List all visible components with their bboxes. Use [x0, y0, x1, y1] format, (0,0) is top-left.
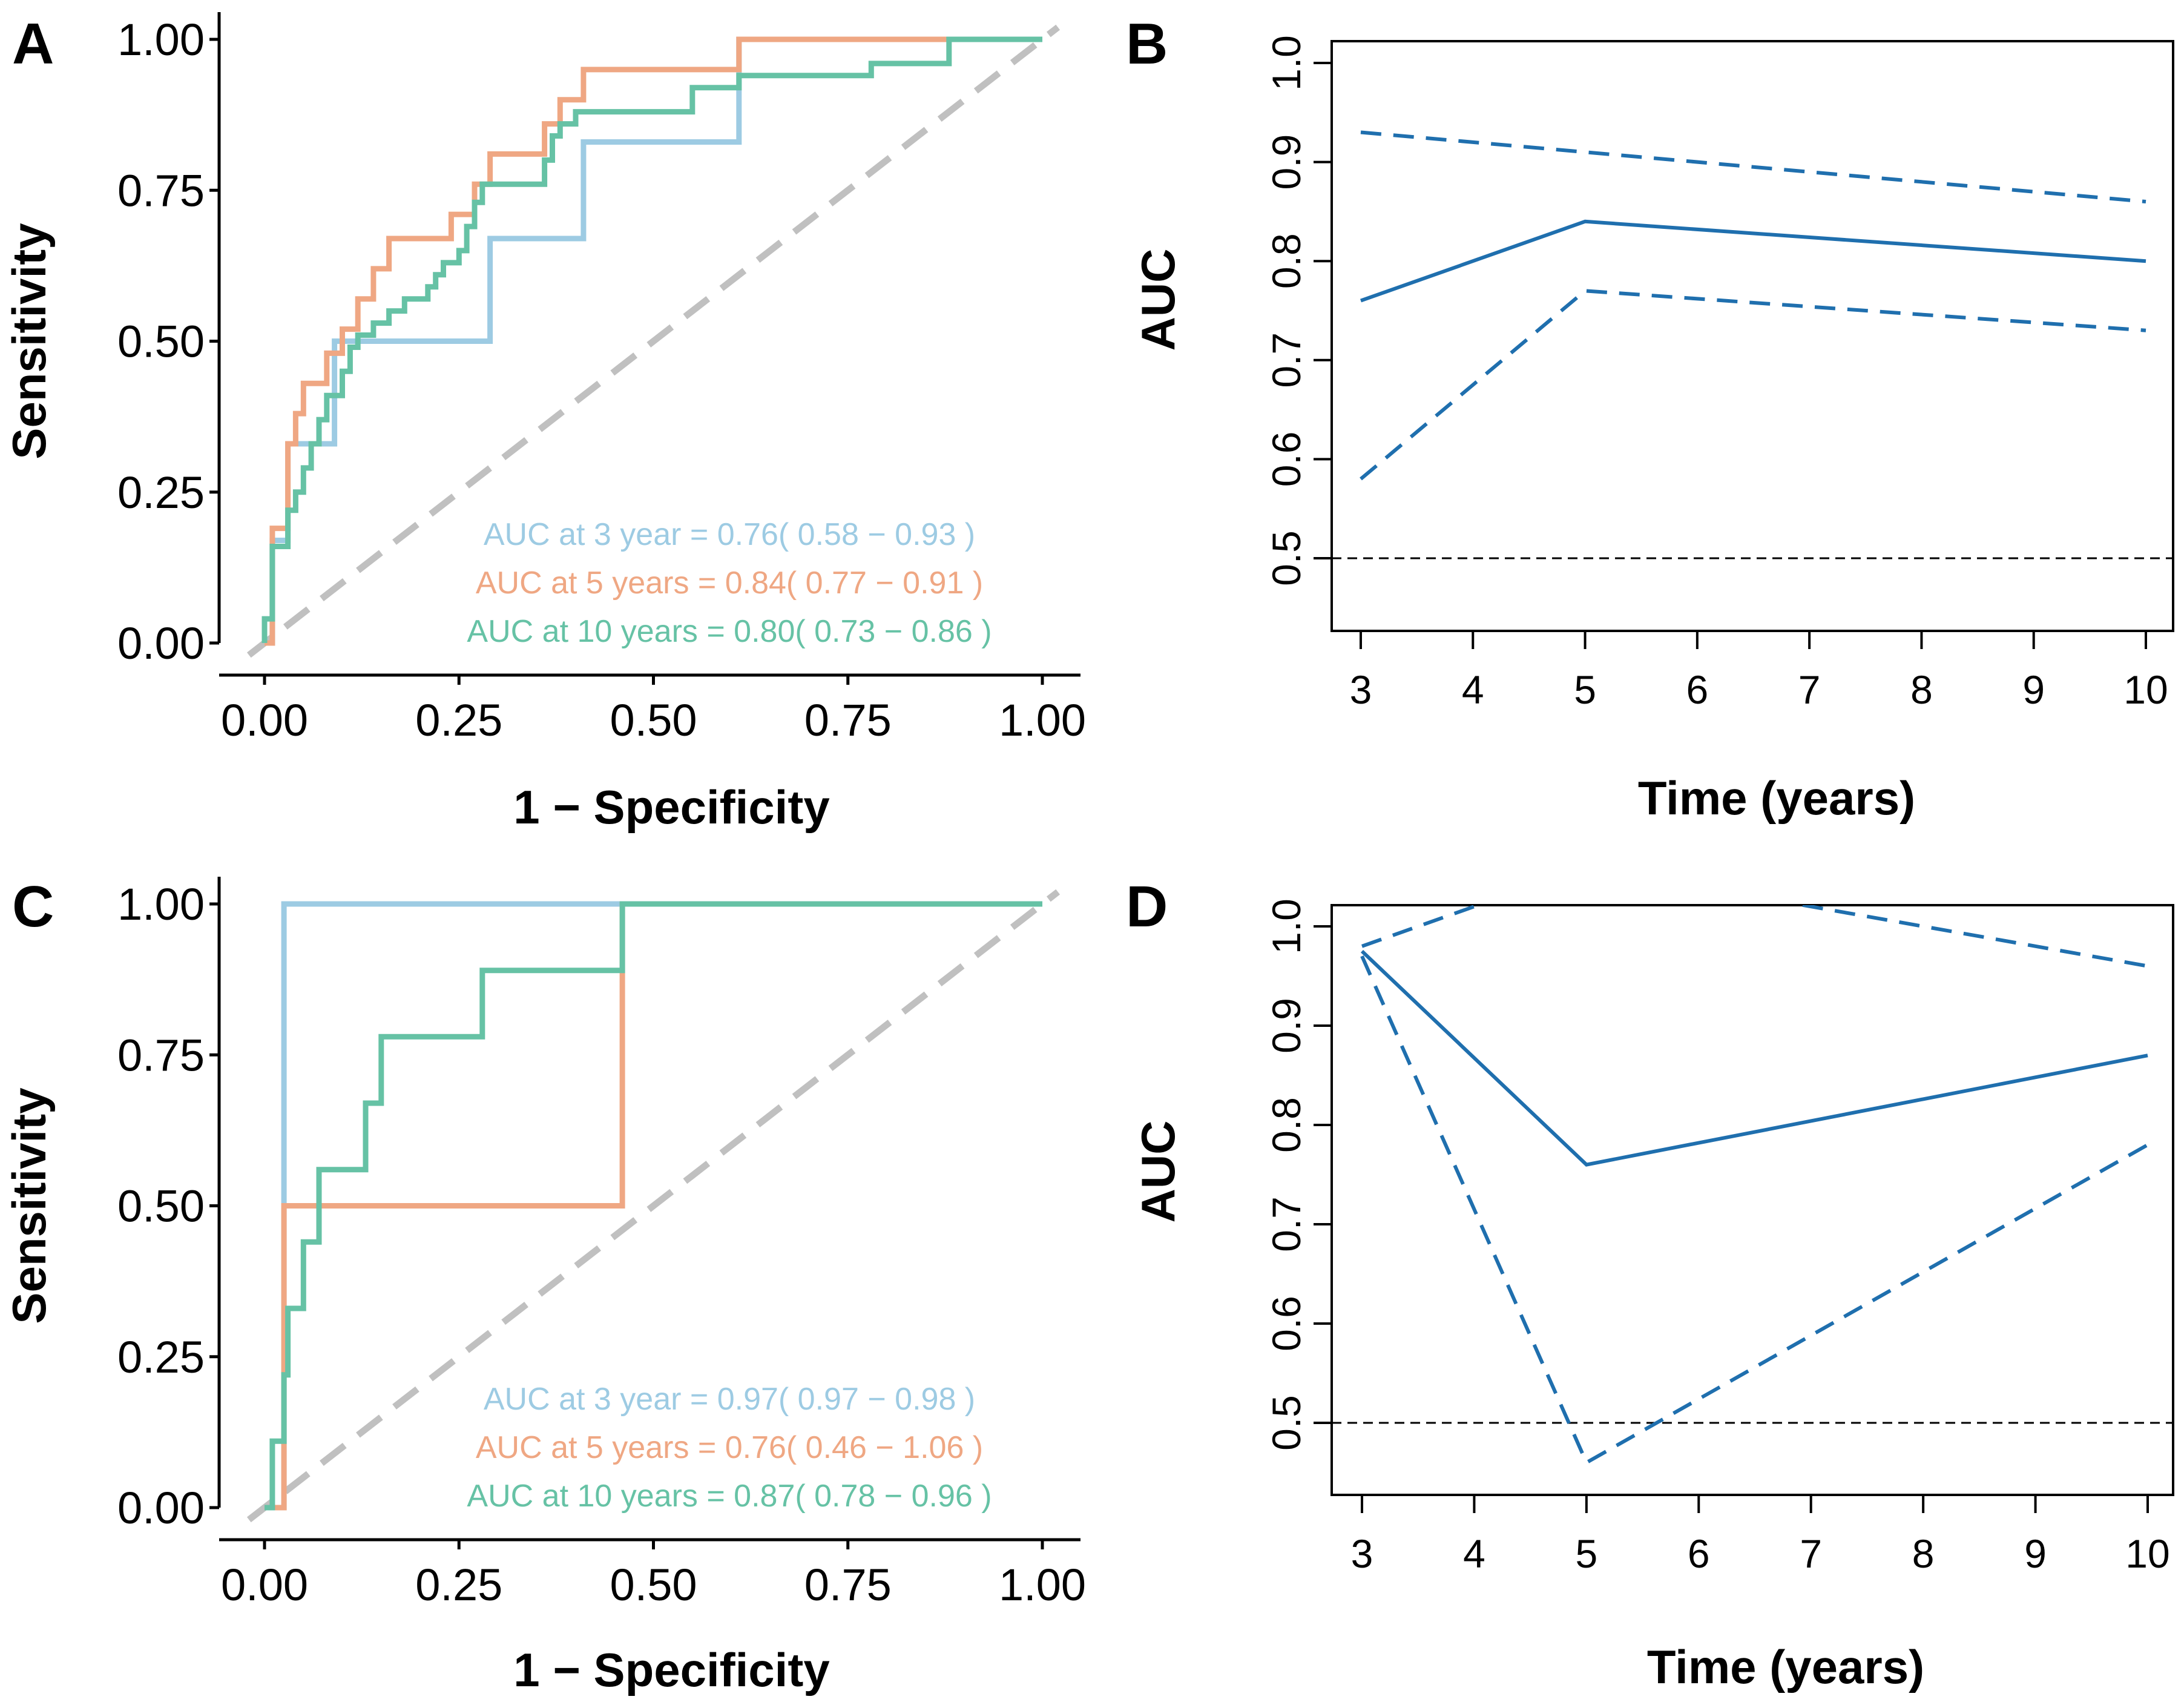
y-tick-label: 0.50: [117, 1181, 205, 1232]
x-axis-title: Time (years): [1647, 1640, 1924, 1693]
y-tick-label: 0.75: [117, 165, 205, 216]
legend-entry-year5: AUC at 5 years = 0.84( 0.77 − 0.91 ): [476, 566, 983, 601]
x-tick-label: 8: [1912, 1531, 1935, 1576]
panel-letter: D: [1126, 874, 1168, 939]
panel-b: B 0.5 0.6 0.7 0.8 0.9 1.0 3 4 5 6 7 8 9 10 Time (years)…: [1126, 12, 2174, 825]
x-tick-label: 0.75: [804, 695, 892, 745]
y-tick-label: 0.25: [117, 1332, 205, 1382]
x-tick-label: 8: [1910, 667, 1933, 712]
legend-entry-year5: AUC at 5 years = 0.76( 0.46 − 1.06 ): [476, 1430, 983, 1465]
auc-line: [1360, 219, 2146, 303]
legend-entry-year10: AUC at 10 years = 0.80( 0.73 − 0.86 ): [467, 614, 992, 649]
x-tick-label: 0.25: [415, 1560, 502, 1610]
roc-curve-year5: [265, 36, 1042, 646]
y-tick-label: 0.9: [1264, 998, 1309, 1054]
x-tick-label: 10: [2123, 667, 2168, 712]
x-tick-label: 3: [1351, 1531, 1373, 1576]
y-tick-label: 1.0: [1264, 35, 1309, 91]
x-tick-label: 4: [1463, 1531, 1485, 1576]
plot-frame: [1330, 40, 2174, 632]
y-tick-label: 0.75: [117, 1030, 205, 1080]
y-axis-title: Sensitivity: [2, 223, 56, 459]
x-tick-label: 1.00: [999, 1560, 1086, 1610]
y-tick-label: 0.50: [117, 317, 205, 367]
lower-ci-line: [1360, 955, 2149, 1465]
x-tick-label: 9: [2024, 1531, 2047, 1576]
y-tick-label: 1.00: [117, 15, 205, 65]
x-tick-label: 0.00: [221, 1560, 308, 1610]
y-axis-title: Sensitivity: [2, 1087, 56, 1324]
x-tick-label: 0.50: [610, 1560, 697, 1610]
x-tick-label: 7: [1798, 667, 1821, 712]
x-tick-label: 6: [1686, 667, 1708, 712]
upper-ci-line: [1360, 130, 2146, 203]
y-tick-label: 0.00: [117, 618, 205, 668]
roc-curve-year10: [265, 901, 1042, 1511]
lower-ci-line: [1360, 289, 2146, 481]
x-tick-label: 1.00: [999, 695, 1086, 745]
y-tick-label: 0.9: [1264, 134, 1309, 190]
y-tick-label: 0.8: [1264, 233, 1309, 289]
y-tick-label: 0.6: [1264, 432, 1309, 487]
y-tick-label: 0.7: [1264, 332, 1309, 388]
legend-entry-year10: AUC at 10 years = 0.87( 0.78 − 0.96 ): [467, 1479, 992, 1514]
x-axis-title: Time (years): [1638, 771, 1915, 825]
legend-entry-year3: AUC at 3 year = 0.76( 0.58 − 0.93 ): [484, 517, 975, 552]
x-tick-label: 3: [1350, 667, 1372, 712]
y-axis-title: AUC: [1131, 249, 1185, 351]
panel-letter: A: [12, 12, 54, 76]
roc-curve-year10: [261, 36, 1042, 643]
y-tick-label: 0.6: [1264, 1296, 1309, 1351]
auc-series-group: [1360, 130, 2146, 481]
y-tick-label: 0.5: [1264, 530, 1309, 586]
x-tick-label: 10: [2125, 1531, 2169, 1576]
x-tick-label: 5: [1574, 667, 1596, 712]
y-tick-label: 0.8: [1264, 1097, 1309, 1153]
upper-ci-line: [1361, 905, 2148, 968]
x-tick-label: 0.25: [415, 695, 502, 745]
diagonal-reference-line: [246, 24, 1061, 658]
x-tick-label: 6: [1688, 1531, 1710, 1576]
x-axis-title: 1 − Specificity: [513, 1643, 829, 1697]
panel-letter: B: [1126, 12, 1168, 76]
y-tick-label: 1.0: [1264, 899, 1309, 954]
auc-series-group: [1360, 905, 2149, 1465]
y-tick-label: 0.25: [117, 467, 205, 518]
y-tick-label: 0.7: [1264, 1196, 1309, 1252]
x-tick-label: 5: [1575, 1531, 1597, 1576]
diagonal-reference-line: [246, 889, 1061, 1523]
panel-d: D 0.5 0.6 0.7 0.8 0.9 1.0 3 4 5 6 7 8 9 10 Time (years)…: [1126, 874, 2174, 1693]
x-tick-label: 9: [2022, 667, 2045, 712]
x-tick-label: 0.50: [610, 695, 697, 745]
y-tick-label: 1.00: [117, 879, 205, 929]
x-tick-label: 7: [1800, 1531, 1822, 1576]
x-tick-label: 0.00: [221, 695, 308, 745]
legend-entry-year3: AUC at 3 year = 0.97( 0.97 − 0.98 ): [484, 1382, 975, 1417]
y-axis-title: AUC: [1131, 1121, 1185, 1223]
panel-letter: C: [12, 874, 54, 939]
auc-line: [1360, 949, 2148, 1167]
x-axis-title: 1 − Specificity: [513, 780, 829, 834]
y-tick-label: 0.00: [117, 1483, 205, 1533]
x-tick-label: 0.75: [804, 1560, 892, 1610]
x-tick-label: 4: [1462, 667, 1484, 712]
panel-a: A 0.00 0.25 0.50 0.75 1.00 0.00 0.25 0.50 0.75 1.0…: [2, 12, 1086, 834]
panel-c: C 0.00 0.25 0.50 0.75 1.00 0.00 0.25 0.50 0.75 1.0…: [2, 874, 1086, 1697]
y-tick-label: 0.5: [1264, 1395, 1309, 1451]
